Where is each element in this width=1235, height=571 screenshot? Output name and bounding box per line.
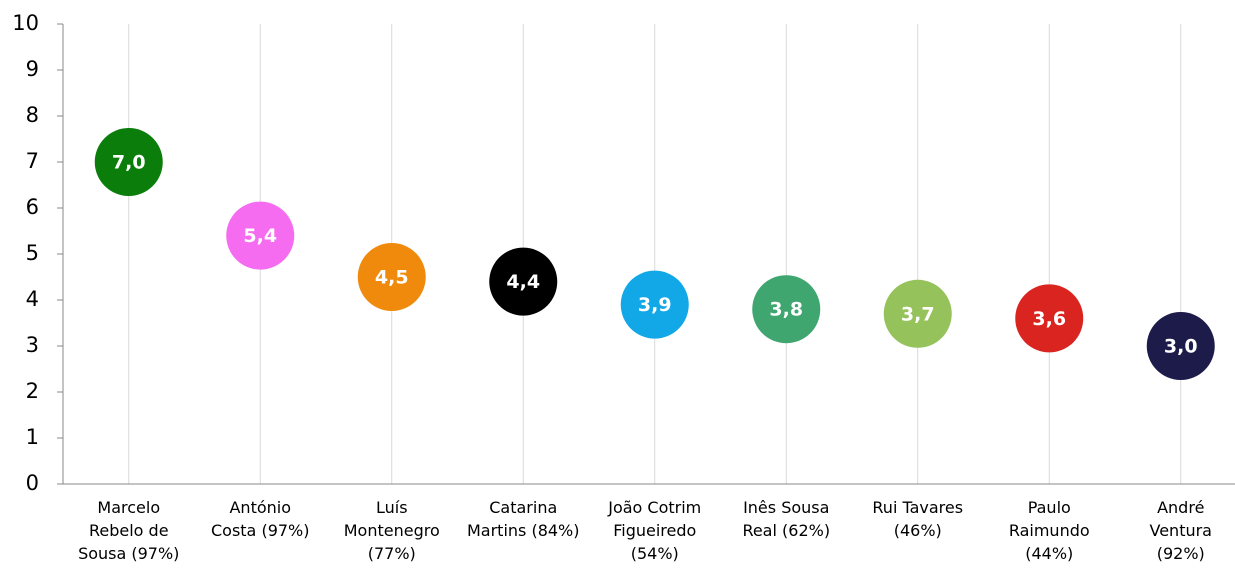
y-tick-label: 0 (26, 471, 39, 495)
x-tick-label: Paulo Raimundo (44%) (1009, 498, 1090, 563)
y-tick-label: 5 (26, 241, 39, 265)
dot (1015, 284, 1084, 353)
y-tick-label: 2 (26, 379, 39, 403)
data-label: 3,6 (1032, 308, 1066, 330)
dot (620, 270, 689, 339)
y-tick-label: 10 (12, 11, 39, 35)
data-label: 3,8 (769, 299, 803, 321)
data-label: 5,4 (243, 225, 277, 247)
x-tick-label: António Costa (97%) (211, 498, 310, 540)
x-tick-label: Marcelo Rebelo de Sousa (97%) (78, 498, 179, 563)
x-tick-label: Catarina Martins (84%) (467, 498, 580, 540)
data-label: 4,5 (375, 267, 409, 289)
x-tick-label: João Cotrim Figueiredo (54%) (607, 498, 701, 563)
x-tick-label: Inês Sousa Real (62%) (742, 498, 830, 540)
dot (357, 243, 426, 311)
dot (883, 279, 952, 348)
y-tick-label: 6 (26, 195, 39, 219)
dot (1146, 312, 1215, 380)
y-tick-label: 1 (26, 425, 39, 449)
x-tick-label: Rui Tavares (46%) (872, 498, 963, 540)
dot (226, 201, 295, 270)
y-tick-label: 4 (26, 287, 39, 311)
x-tick-label: André Ventura (92%) (1150, 498, 1212, 563)
y-tick-label: 7 (26, 149, 39, 173)
data-label: 7,0 (112, 152, 146, 174)
dot (94, 128, 163, 196)
data-label: 3,7 (901, 303, 935, 325)
dot (489, 247, 558, 316)
x-tick-label: Luís Montenegro (77%) (344, 498, 440, 563)
data-label: 4,4 (506, 271, 540, 293)
dot (752, 275, 821, 344)
data-label: 3,0 (1164, 336, 1198, 358)
y-tick-label: 3 (26, 333, 39, 357)
y-tick-label: 8 (26, 103, 39, 127)
y-tick-label: 9 (26, 57, 39, 81)
data-label: 3,9 (638, 294, 672, 316)
